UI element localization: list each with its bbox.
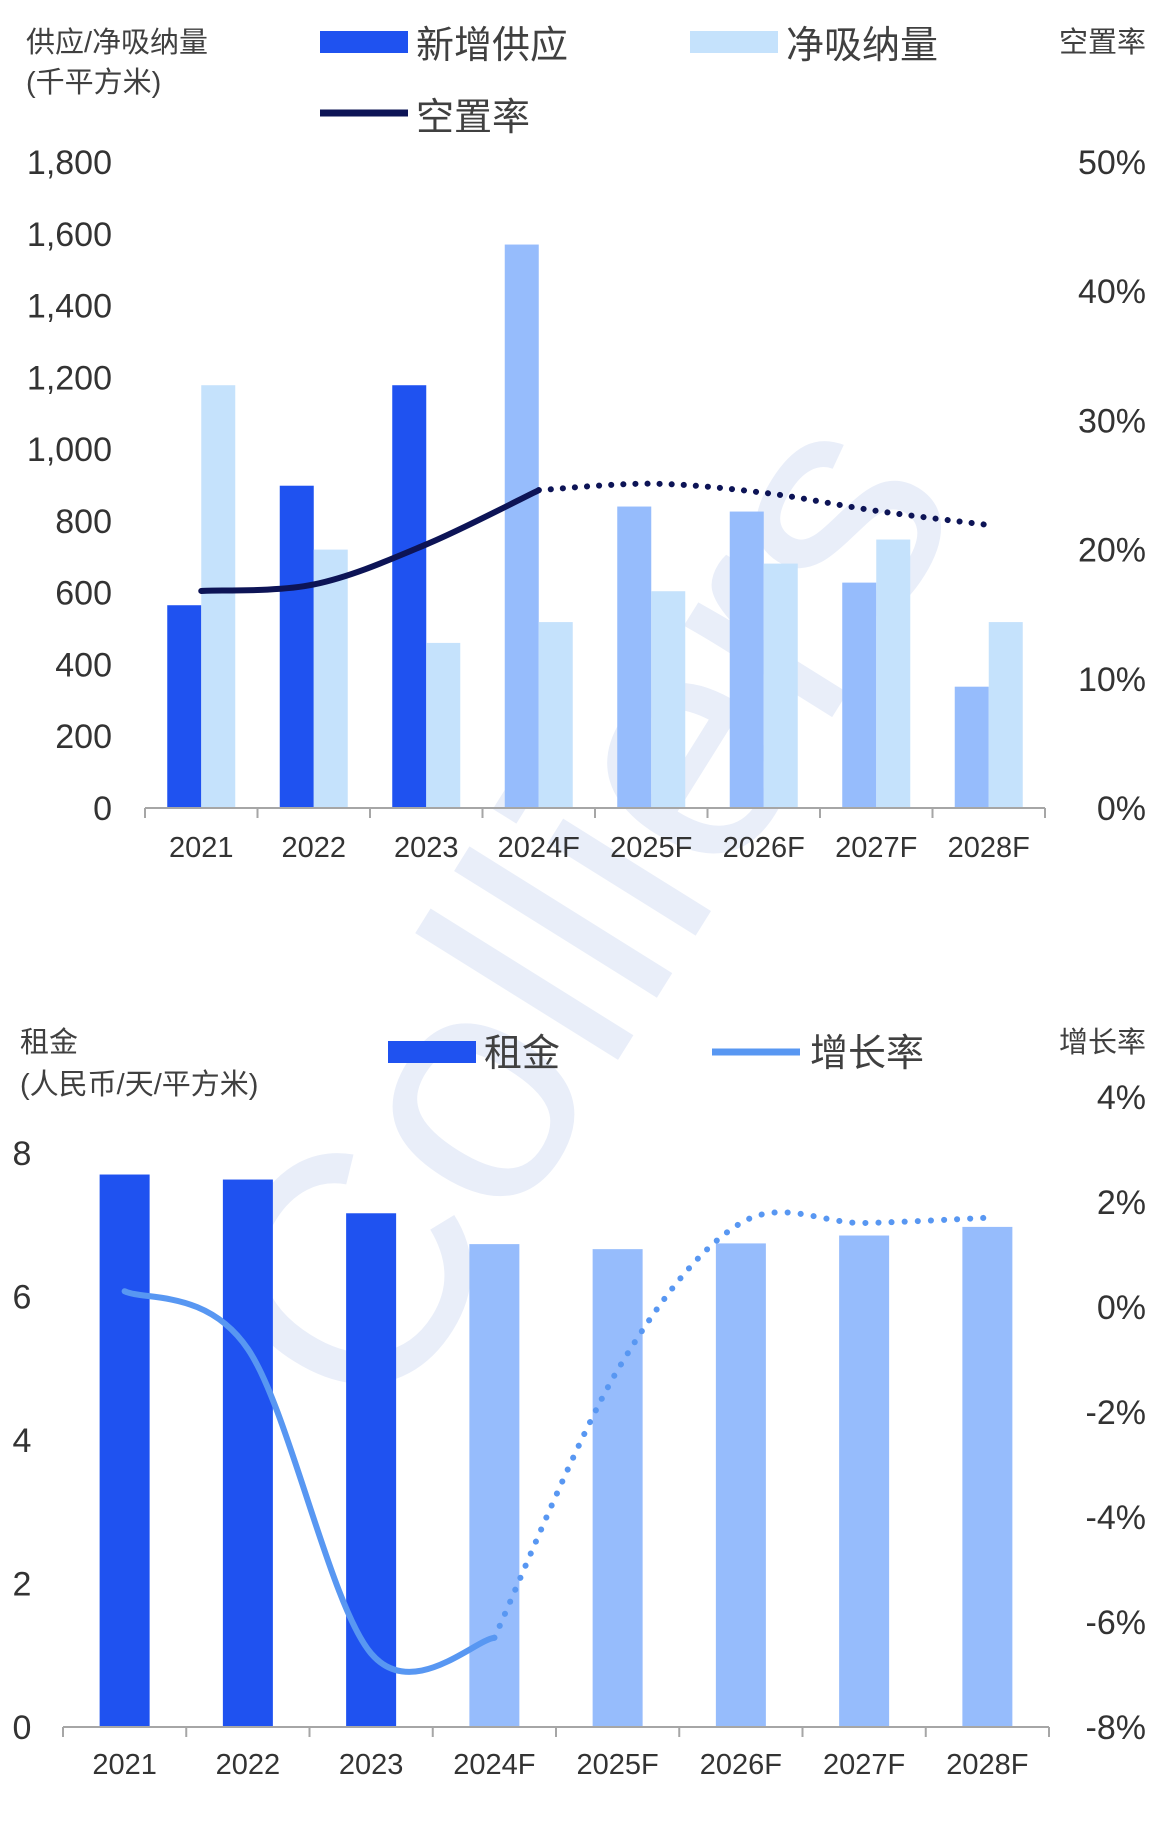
bar-net-absorption	[876, 539, 911, 808]
bar-new-supply	[167, 605, 202, 808]
left-axis-tick-label: 1,200	[27, 359, 112, 397]
bar-net-absorption	[763, 563, 798, 808]
bar-net-absorption	[651, 591, 686, 808]
left-axis-tick-label: 800	[55, 503, 112, 541]
vacancy-line-actual	[198, 487, 542, 594]
left-axis-tick-label: 0	[13, 1709, 32, 1747]
right-axis-tick-label: 2%	[1097, 1184, 1146, 1222]
right-axis-tick-label: 4%	[1097, 1079, 1146, 1117]
bar-new-supply	[279, 485, 314, 808]
left-axis-tick-label: 1,800	[27, 144, 112, 182]
growth-line-actual	[121, 1288, 498, 1675]
right-axis-tick-label: -8%	[1086, 1709, 1146, 1747]
right-axis-tick-label: 0%	[1097, 790, 1146, 828]
left-axis-title-line2: (千平方米)	[26, 66, 161, 99]
x-axis-tick-label: 2028F	[946, 1749, 1028, 1781]
left-axis-tick-label: 8	[13, 1135, 32, 1173]
bar-rent	[592, 1249, 643, 1727]
right-axis-tick-label: 0%	[1097, 1289, 1146, 1327]
right-axis-tick-label: 50%	[1078, 144, 1146, 182]
x-axis-tick-label: 2024F	[453, 1749, 535, 1781]
left-axis-tick-label: 1,400	[27, 288, 112, 326]
supply-absorption-vacancy-chart: 新增供应 净吸纳量 空置率 供应/净吸纳量 (千平方米) 空置率 0 200 400…	[26, 25, 1146, 864]
left-axis-tick-label: 400	[55, 646, 112, 684]
x-axis-tick-label: 2022	[281, 832, 346, 864]
bar-net-absorption	[538, 622, 573, 808]
bar-rent	[99, 1174, 150, 1727]
right-axis-title: 空置率	[1059, 26, 1146, 59]
bar-new-supply	[729, 511, 764, 808]
x-axis-tick-label: 2022	[216, 1749, 281, 1781]
x-axis-tick-label: 2026F	[723, 832, 805, 864]
x-axis-tick-label: 2023	[339, 1749, 404, 1781]
right-axis-tick-label: 30%	[1078, 402, 1146, 440]
bar-net-absorption	[426, 642, 461, 808]
chart1-legend: 新增供应 净吸纳量 空置率	[320, 25, 938, 139]
left-axis-tick-label: 600	[55, 575, 112, 613]
bar-rent	[469, 1244, 520, 1727]
bar-new-supply	[392, 385, 427, 808]
x-axis-tick-label: 2024F	[498, 832, 580, 864]
x-axis-tick-label: 2027F	[835, 832, 917, 864]
x-axis-tick-label: 2021	[92, 1749, 157, 1781]
legend-label-rent: 租金	[484, 1033, 560, 1075]
bar-net-absorption	[313, 549, 348, 808]
left-axis-tick-label: 1,600	[27, 216, 112, 254]
legend-label-growth: 增长率	[810, 1033, 924, 1075]
x-axis-tick-label: 2025F	[577, 1749, 659, 1781]
legend-label-net-absorption: 净吸纳量	[786, 25, 938, 67]
right-axis-title: 增长率	[1059, 1026, 1146, 1059]
bar-rent	[839, 1235, 890, 1727]
right-axis-tick-label: 10%	[1078, 661, 1146, 699]
x-axis-tick-label: 2026F	[700, 1749, 782, 1781]
left-axis-tick-label: 0	[93, 790, 112, 828]
x-axis-tick-label: 2023	[394, 832, 459, 864]
left-axis-title-line2: (人民币/天/平方米)	[20, 1068, 258, 1101]
right-axis-tick-label: 40%	[1078, 273, 1146, 311]
vacancy-line-forecast	[535, 480, 992, 529]
left-axis-title-line1: 租金	[20, 1026, 78, 1059]
legend-swatch-rent	[388, 1041, 476, 1063]
bar-rent	[962, 1226, 1013, 1727]
legend-label-new-supply: 新增供应	[416, 25, 568, 67]
x-axis-tick-label: 2025F	[610, 832, 692, 864]
left-axis-tick-label: 2	[13, 1566, 32, 1604]
left-axis-tick-label: 6	[13, 1279, 32, 1317]
rent-growth-chart: 租金 增长率 租金 (人民币/天/平方米) 增长率 0 2 4 6 8 -8% -6% -4%…	[13, 1026, 1146, 1781]
left-axis-tick-label: 200	[55, 718, 112, 756]
right-axis-tick-label: -4%	[1086, 1499, 1146, 1537]
bar-net-absorption	[988, 622, 1023, 808]
right-axis-tick-label: 20%	[1078, 532, 1146, 570]
right-axis-tick-label: -6%	[1086, 1604, 1146, 1642]
bar-rent	[222, 1179, 273, 1727]
growth-line-forecast	[491, 1209, 991, 1641]
legend-swatch-net-absorption	[690, 31, 778, 53]
x-axis-tick-label: 2027F	[823, 1749, 905, 1781]
x-axis-tick-label: 2028F	[948, 832, 1030, 864]
bar-new-supply	[617, 506, 652, 808]
bar-net-absorption	[201, 385, 236, 808]
bar-new-supply	[954, 686, 989, 808]
legend-label-vacancy: 空置率	[416, 97, 530, 139]
bar-new-supply	[504, 244, 539, 809]
bar-rent	[715, 1243, 766, 1727]
bar-rent	[346, 1213, 397, 1727]
bar-new-supply	[842, 582, 877, 808]
right-axis-tick-label: -2%	[1086, 1394, 1146, 1432]
x-axis-tick-label: 2021	[169, 832, 234, 864]
left-axis-tick-label: 1,000	[27, 431, 112, 469]
chart2-legend: 租金 增长率	[388, 1033, 924, 1075]
left-axis-title-line1: 供应/净吸纳量	[26, 26, 208, 59]
left-axis-tick-label: 4	[13, 1422, 32, 1460]
legend-swatch-new-supply	[320, 31, 408, 53]
